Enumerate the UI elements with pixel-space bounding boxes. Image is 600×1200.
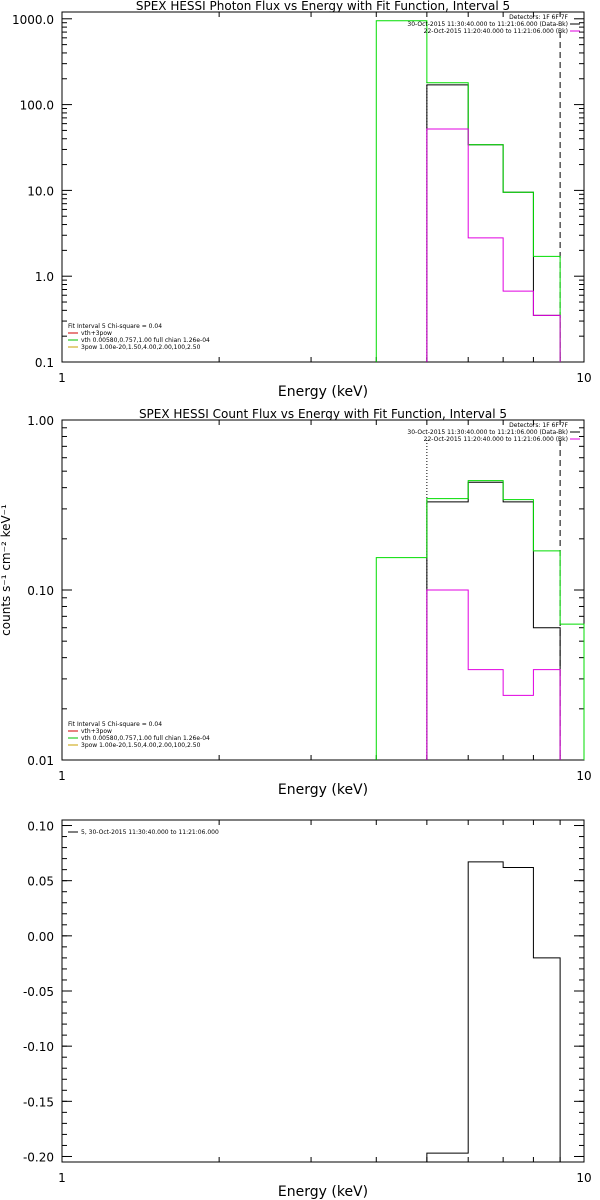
chart-title: SPEX HESSI Count Flux vs Energy with Fit… <box>139 407 507 421</box>
y-tick-label: 0.00 <box>27 930 54 944</box>
info-line: 30-Oct-2015 11:30:40.000 to 11:21:06.000… <box>407 21 568 28</box>
y-tick-label: -0.10 <box>23 1040 54 1054</box>
info-line: 22-Oct-2015 11:20:40.000 to 11:21:06.000… <box>424 28 568 35</box>
y-tick-label: 0.05 <box>27 875 54 889</box>
legend-entry: 3pow 1.00e-20,1.50,4.00,2.00,100,2.50 <box>81 344 201 351</box>
plot-frame <box>61 819 585 1163</box>
plot-frame <box>61 419 585 761</box>
info-line: 22-Oct-2015 11:20:40.000 to 11:21:06.000… <box>424 436 568 443</box>
series-line <box>426 128 561 362</box>
y-tick-label: 0.10 <box>27 584 54 598</box>
x-axis-label: Energy (keV) <box>278 384 368 400</box>
chart-panel-2: SPEX HESSI Count Flux vs Energy with Fit… <box>0 407 592 798</box>
series-line <box>426 481 561 760</box>
y-tick-label: 10.0 <box>27 184 54 198</box>
chart-panel-1: SPEX HESSI Photon Flux vs Energy with Fi… <box>12 0 592 400</box>
y-tick-label: 100.0 <box>20 99 54 113</box>
y-tick-label: -0.20 <box>23 1150 54 1164</box>
legend-entry: Fit Interval 5 Chi-square = 0.04 <box>68 721 162 728</box>
x-tick-label: 1 <box>58 371 66 385</box>
series-line <box>375 480 585 760</box>
x-tick-label: 10 <box>576 769 591 783</box>
x-axis-label: Energy (keV) <box>278 782 368 798</box>
y-tick-label: 1.00 <box>27 414 54 428</box>
x-tick-label: 10 <box>576 1171 591 1185</box>
legend-entry: 5, 30-Oct-2015 11:30:40.000 to 11:21:06.… <box>81 829 219 836</box>
info-line: Detectors: 1F 6F 7F <box>509 14 568 21</box>
y-tick-label: 1000.0 <box>12 13 54 27</box>
legend-entry: vth 0.00580,0.757,1.00 full chian 1.26e-… <box>81 337 210 344</box>
x-tick-label: 10 <box>576 371 591 385</box>
y-tick-label: 0.01 <box>27 754 54 768</box>
x-tick-label: 1 <box>58 1171 66 1185</box>
y-tick-label: -0.05 <box>23 985 54 999</box>
series-line <box>426 84 561 362</box>
plot-frame <box>61 11 585 363</box>
y-tick-label: 0.1 <box>35 356 54 370</box>
legend-entry: vth+3pow <box>81 728 112 735</box>
x-axis-label: Energy (keV) <box>278 1184 368 1200</box>
y-tick-label: 0.10 <box>27 820 54 834</box>
legend-entry: vth+3pow <box>81 330 112 337</box>
x-tick-label: 1 <box>58 769 66 783</box>
info-line: 30-Oct-2015 11:30:40.000 to 11:21:06.000… <box>407 429 568 436</box>
y-tick-label: 1.0 <box>35 270 54 284</box>
series-line <box>426 861 561 1162</box>
info-line: Detectors: 1F 6F 7F <box>509 422 568 429</box>
series-line <box>426 589 561 760</box>
legend-entry: Fit Interval 5 Chi-square = 0.04 <box>68 323 162 330</box>
chart-panel-3: 1 10 Energy (keV) -0.20 -0.15 -0.10 -0.05 0.00 0… <box>23 819 592 1200</box>
chart-title: SPEX HESSI Photon Flux vs Energy with Fi… <box>136 0 510 13</box>
y-tick-label: -0.15 <box>23 1095 54 1109</box>
legend-entry: vth 0.00580,0.757,1.00 full chian 1.26e-… <box>81 735 210 742</box>
legend-entry: 3pow 1.00e-20,1.50,4.00,2.00,100,2.50 <box>81 742 201 749</box>
y-axis-label: counts s⁻¹ cm⁻² keV⁻¹ <box>0 504 13 636</box>
series-line <box>375 20 561 362</box>
